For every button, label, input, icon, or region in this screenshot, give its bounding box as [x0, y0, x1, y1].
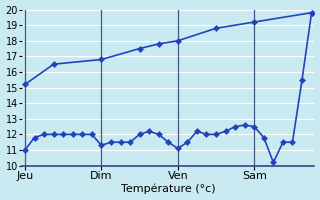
X-axis label: Température (°c): Température (°c)	[121, 184, 216, 194]
